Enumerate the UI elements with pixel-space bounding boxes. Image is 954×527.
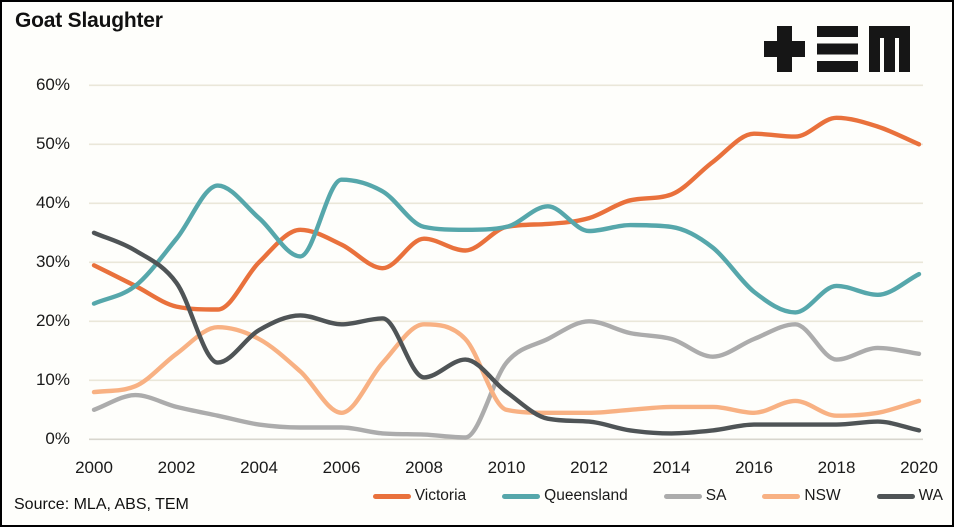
x-tick-label-2008: 2008 (405, 458, 443, 477)
logo-plus-horizontal (764, 41, 805, 57)
logo-m-leg-middle (884, 26, 895, 72)
legend-item-wa: WA (876, 487, 943, 505)
y-tick-label-10: 10% (35, 370, 70, 390)
legend-swatch-queensland (502, 493, 541, 499)
series-line-sa (91, 319, 922, 440)
page-title: Goat Slaughter (15, 9, 163, 32)
legend-swatch-sa (663, 493, 702, 499)
x-tick-label-2000: 2000 (75, 458, 113, 477)
x-tick-label-2014: 2014 (652, 458, 691, 477)
legend-label-wa: WA (918, 487, 943, 504)
legend-item-queensland: Queensland (502, 487, 628, 505)
y-tick-label-30: 30% (35, 252, 70, 272)
x-tick-label-2002: 2002 (157, 458, 196, 477)
y-tick-label-40: 40% (35, 193, 70, 213)
legend-swatch-victoria (372, 493, 411, 499)
source-note: Source: MLA, ABS, TEM (14, 496, 189, 513)
y-tick-label-50: 50% (35, 134, 70, 154)
chart-legend: Victoria Queensland SA NSW WA (372, 486, 943, 506)
x-tick-label-2004: 2004 (240, 458, 278, 477)
series-line-wa (91, 230, 922, 436)
logo-m-leg-right (899, 26, 910, 72)
legend-item-victoria: Victoria (372, 487, 467, 505)
legend-item-sa: SA (663, 487, 727, 505)
x-tick-label-2010: 2010 (487, 458, 526, 477)
logo-bar-middle (817, 43, 858, 55)
logo-m-leg-left (869, 26, 880, 72)
series-line-victoria (91, 115, 922, 312)
x-tick-label-2006: 2006 (322, 458, 361, 477)
y-tick-label-20: 20% (35, 311, 70, 331)
logo-bar-bottom (817, 61, 858, 72)
x-tick-label-2016: 2016 (735, 458, 773, 477)
legend-label-victoria: Victoria (414, 487, 467, 504)
legend-label-nsw: NSW (804, 487, 841, 504)
legend-label-queensland: Queensland (544, 487, 628, 504)
series-line-queensland (91, 177, 922, 315)
y-tick-label-60: 60% (35, 75, 70, 95)
logo-bar-top (817, 26, 858, 37)
x-tick-label-2018: 2018 (817, 458, 856, 477)
legend-item-nsw: NSW (762, 487, 841, 505)
series-line-nsw (91, 322, 922, 418)
y-tick-label-0: 0% (45, 429, 70, 449)
x-tick-label-2012: 2012 (570, 458, 608, 477)
legend-label-sa: SA (705, 487, 727, 504)
legend-swatch-nsw (762, 493, 801, 499)
tem-logo (764, 26, 910, 72)
x-tick-label-2020: 2020 (900, 458, 938, 477)
legend-swatch-wa (876, 493, 915, 499)
